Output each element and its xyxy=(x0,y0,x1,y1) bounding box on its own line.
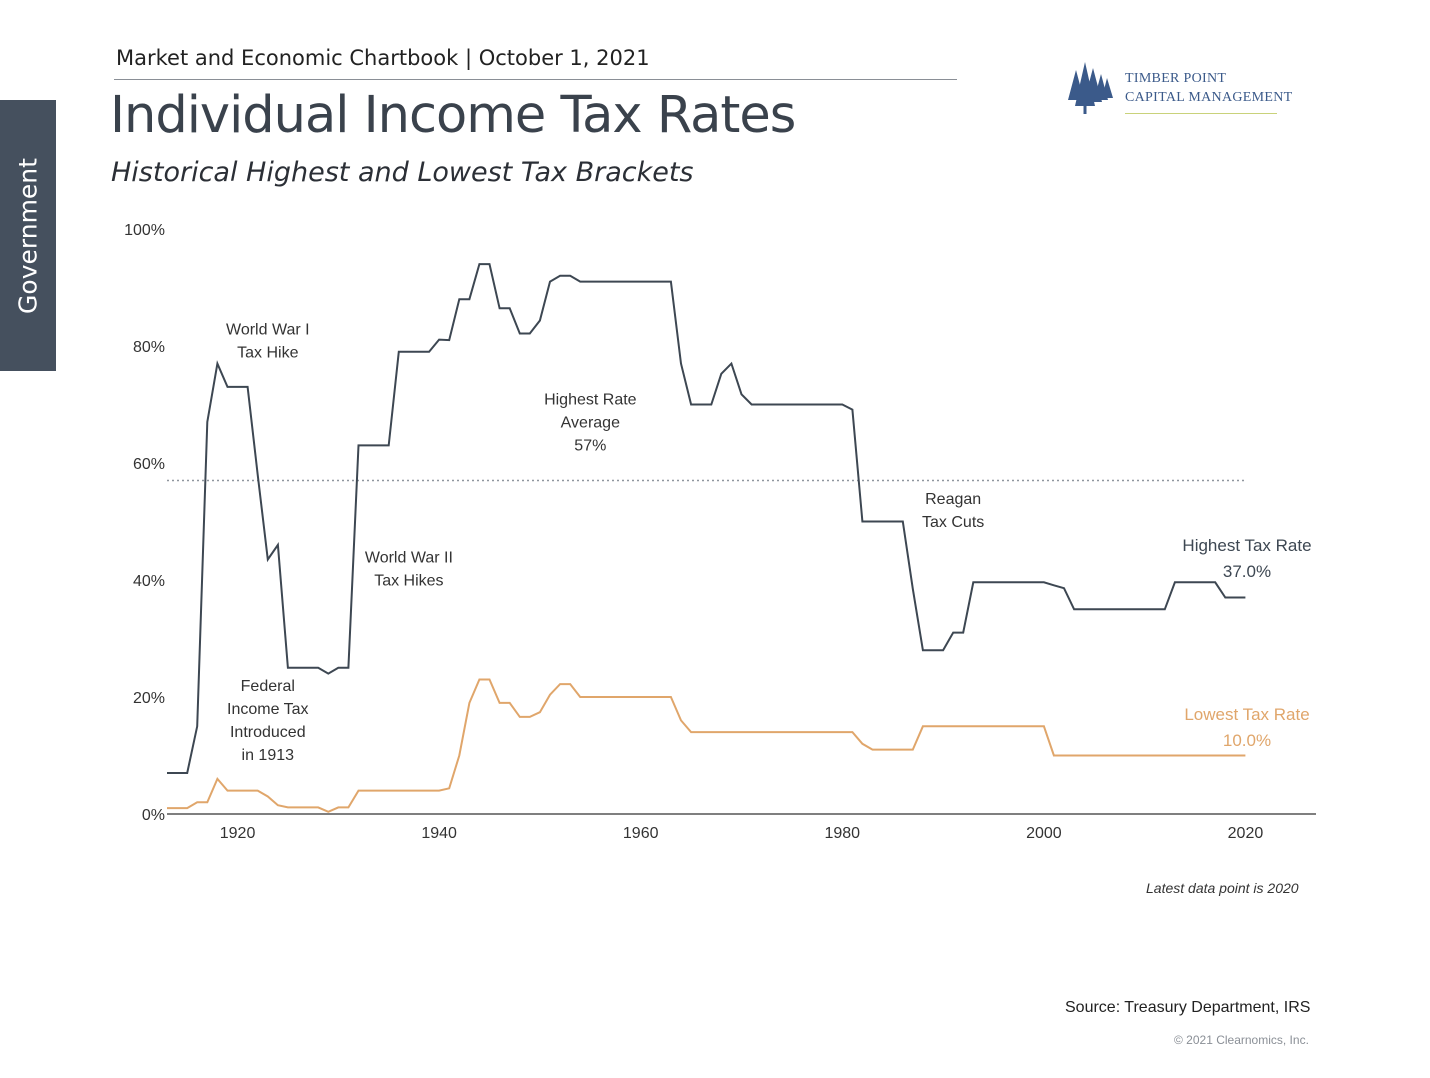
annotation-fed: Introduced xyxy=(230,724,306,741)
y-axis: 0% 20% 40% 60% 80% 100% xyxy=(124,222,165,824)
x-tick-label: 2020 xyxy=(1228,825,1264,842)
chartbook-header: Market and Economic Chartbook | October … xyxy=(116,46,650,70)
series-name-label: Lowest Tax Rate xyxy=(1184,705,1309,724)
logo-name-line2: CAPITAL MANAGEMENT xyxy=(1125,90,1293,105)
highest-tax-rate-line xyxy=(167,263,1246,774)
annotation-avg: 57% xyxy=(574,438,606,455)
y-tick-label: 20% xyxy=(133,690,165,707)
annotation-ww2: Tax Hikes xyxy=(374,572,443,589)
x-tick-label: 2000 xyxy=(1026,825,1062,842)
y-tick-label: 40% xyxy=(133,573,165,590)
y-tick-label: 100% xyxy=(124,222,165,239)
logo-name-line1: TIMBER POINT xyxy=(1125,71,1227,86)
series-value-label: 10.0% xyxy=(1223,731,1271,750)
y-tick-label: 80% xyxy=(133,339,165,356)
annotations: World War I Tax Hike Federal Income Tax Intr… xyxy=(226,321,984,764)
series-labels: Highest Tax Rate 37.0% Lowest Tax Rate 10.0… xyxy=(1182,536,1311,750)
annotation-avg: Average xyxy=(561,415,620,432)
copyright-text: © 2021 Clearnomics, Inc. xyxy=(1174,1033,1309,1047)
logo-underline xyxy=(1125,113,1277,114)
page-title: Individual Income Tax Rates xyxy=(110,86,796,145)
series-value-label: 37.0% xyxy=(1223,562,1271,581)
x-tick-label: 1980 xyxy=(824,825,860,842)
pine-trees-icon xyxy=(1068,62,1113,114)
annotation-fed: Income Tax xyxy=(227,701,309,718)
annotation-ww2: World War II xyxy=(365,549,453,566)
page-subtitle: Historical Highest and Lowest Tax Bracke… xyxy=(111,157,694,188)
section-tab: Government xyxy=(0,100,56,371)
annotation-fed: Federal xyxy=(241,678,295,695)
x-tick-label: 1960 xyxy=(623,825,659,842)
annotation-fed: in 1913 xyxy=(242,747,295,764)
header-divider xyxy=(114,79,957,80)
y-tick-label: 60% xyxy=(133,456,165,473)
y-tick-label: 0% xyxy=(142,807,165,824)
latest-data-note: Latest data point is 2020 xyxy=(1146,880,1299,896)
series-name-label: Highest Tax Rate xyxy=(1182,536,1311,555)
x-tick-label: 1940 xyxy=(421,825,457,842)
lowest-tax-rate-line xyxy=(167,678,1246,813)
source-text: Source: Treasury Department, IRS xyxy=(1065,999,1311,1016)
annotation-reagan: Tax Cuts xyxy=(922,514,984,531)
annotation-avg: Highest Rate xyxy=(544,392,637,409)
annotation-ww1: World War I xyxy=(226,321,310,338)
annotation-reagan: Reagan xyxy=(925,491,981,508)
x-tick-label: 1920 xyxy=(220,825,256,842)
annotation-ww1: Tax Hike xyxy=(237,344,298,361)
x-axis: 1920 1940 1960 1980 2000 2020 xyxy=(220,825,1264,842)
